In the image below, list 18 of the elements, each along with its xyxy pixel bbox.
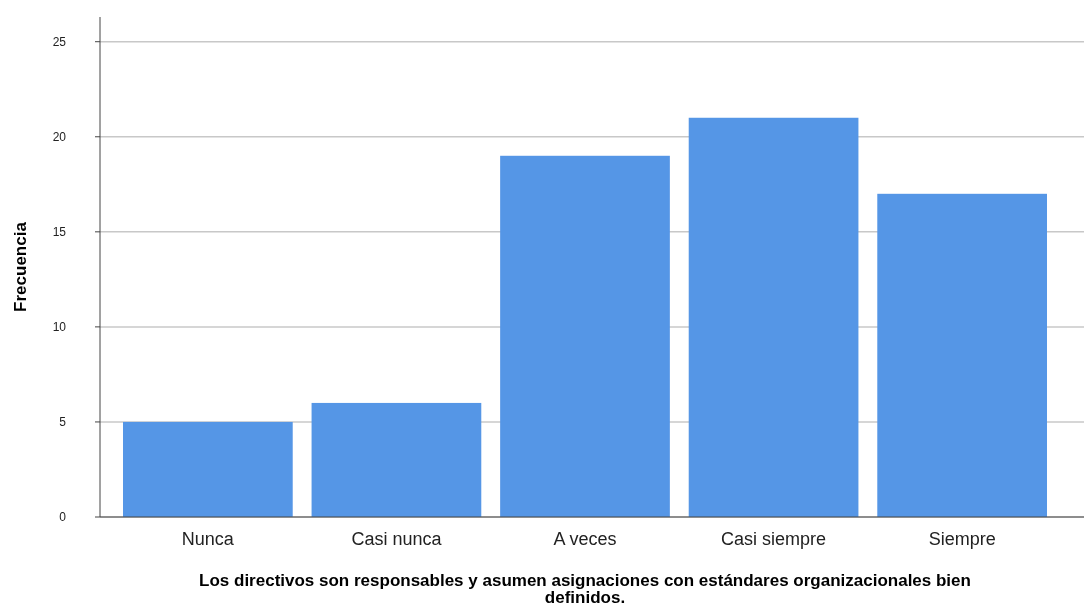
bar xyxy=(123,421,293,517)
y-tick-label: 10 xyxy=(52,320,67,335)
x-tick-label: Casi nunca xyxy=(351,529,443,549)
y-tick-label: 25 xyxy=(52,34,67,49)
y-tick-label: 0 xyxy=(59,510,67,525)
bar xyxy=(311,402,482,517)
y-axis-title: Frecuencia xyxy=(11,221,30,312)
x-tick-label: A veces xyxy=(553,529,617,549)
y-tick-label: 20 xyxy=(52,129,67,144)
bar xyxy=(877,193,1047,517)
bar xyxy=(500,155,670,517)
bar xyxy=(688,117,859,517)
x-tick-label: Siempre xyxy=(928,529,996,549)
x-tick-label: Nunca xyxy=(181,529,235,549)
x-tick-label: Casi siempre xyxy=(721,529,827,549)
y-tick-label: 15 xyxy=(52,225,67,240)
y-tick-label: 5 xyxy=(59,415,67,430)
x-axis-title: Los directivos son responsables y asumen asignaciones con estándares organizacionales bien definidos. xyxy=(199,571,971,607)
